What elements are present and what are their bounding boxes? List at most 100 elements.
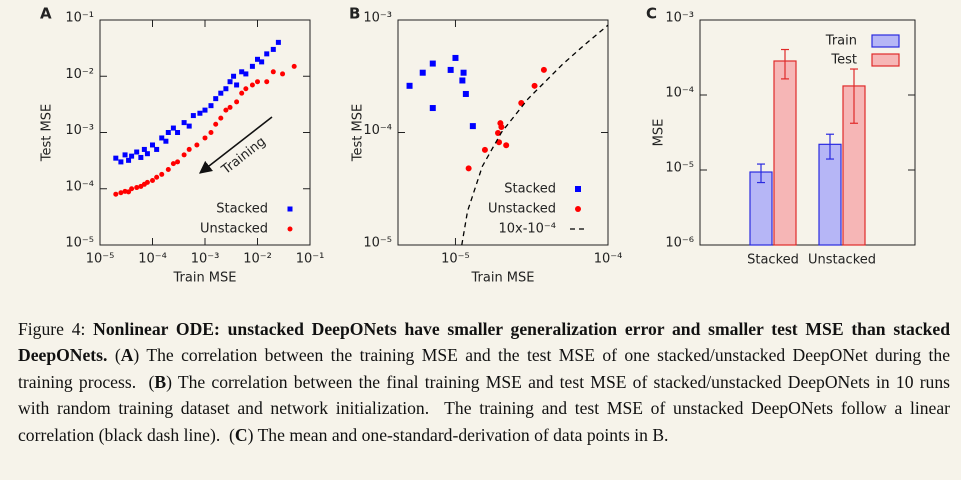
error-bar xyxy=(850,68,858,124)
point xyxy=(481,146,488,153)
panel-label: B xyxy=(349,5,360,23)
x-tick-label: 10⁻¹ xyxy=(296,252,325,267)
point xyxy=(469,123,476,130)
point xyxy=(406,82,413,89)
point xyxy=(280,71,286,77)
point xyxy=(540,66,547,73)
y-tick-label: 10⁻³ xyxy=(65,123,94,138)
point xyxy=(270,69,276,75)
point xyxy=(202,107,208,113)
point xyxy=(213,96,219,102)
point xyxy=(234,99,240,105)
x-tick-label: 10⁻⁵ xyxy=(441,252,470,267)
point xyxy=(186,146,192,152)
point xyxy=(197,110,203,116)
legend-label: Unstacked xyxy=(488,202,556,217)
point xyxy=(249,63,255,69)
point xyxy=(275,39,281,45)
point xyxy=(154,146,160,152)
y-tick-label: 10⁻⁵ xyxy=(665,161,694,176)
point xyxy=(498,123,505,130)
legend-symbol xyxy=(871,53,900,67)
point xyxy=(531,82,538,89)
point xyxy=(419,69,426,76)
x-axis-label: Train MSE xyxy=(172,271,236,286)
point xyxy=(494,129,501,136)
legend-symbol xyxy=(871,34,900,48)
point xyxy=(208,130,214,135)
point xyxy=(234,82,240,88)
point xyxy=(243,71,249,77)
caption-text: ) The mean and one-standard-derivation o… xyxy=(247,424,669,445)
panel-label: C xyxy=(646,5,657,23)
y-tick-label: 10⁻³ xyxy=(363,11,392,26)
point xyxy=(194,142,200,148)
error-bar xyxy=(757,163,765,184)
point xyxy=(243,86,249,92)
point xyxy=(447,66,454,73)
point xyxy=(255,56,260,62)
legend-label: 10x-10⁻⁴ xyxy=(498,222,556,237)
point xyxy=(163,138,169,144)
point xyxy=(129,153,135,159)
point xyxy=(113,155,119,161)
point xyxy=(181,152,187,158)
point xyxy=(175,130,181,135)
annotation: Training xyxy=(218,134,268,178)
legend-label: Stacked xyxy=(504,182,556,197)
point xyxy=(213,121,219,127)
y-axis-label: MSE xyxy=(652,119,667,147)
x-tick-label: Unstacked xyxy=(808,253,876,268)
point xyxy=(518,99,525,106)
point xyxy=(218,115,224,121)
point xyxy=(170,161,176,167)
point xyxy=(218,90,224,96)
y-tick-label: 10⁻⁶ xyxy=(665,236,694,251)
point xyxy=(496,139,503,146)
caption-text: Nonlinear ODE: unstacked DeepONets have … xyxy=(18,319,955,366)
x-tick-label: Stacked xyxy=(747,253,799,268)
point xyxy=(208,103,214,109)
x-tick-label: 10⁻⁴ xyxy=(138,252,167,267)
y-axis-label: Test MSE xyxy=(40,104,55,162)
point xyxy=(223,86,229,92)
point xyxy=(429,60,436,67)
point xyxy=(270,46,276,52)
point xyxy=(165,166,171,172)
caption-text: B xyxy=(154,371,167,392)
point xyxy=(126,157,132,163)
y-tick-label: 10⁻⁵ xyxy=(65,236,94,251)
x-tick-label: 10⁻² xyxy=(243,252,272,267)
point xyxy=(159,171,165,177)
point xyxy=(165,130,171,135)
point xyxy=(144,179,150,185)
point xyxy=(459,77,466,84)
caption-text: ) The correlation between the training M… xyxy=(18,345,955,392)
x-tick-label: 10⁻⁴ xyxy=(594,252,623,267)
point xyxy=(134,185,140,191)
training-arrow xyxy=(198,116,273,174)
point xyxy=(503,142,510,149)
y-tick-label: 10⁻⁵ xyxy=(363,236,392,251)
point xyxy=(249,82,255,88)
point xyxy=(118,190,124,196)
point xyxy=(291,63,297,69)
point xyxy=(126,189,132,195)
legend-symbol xyxy=(287,206,293,212)
point xyxy=(259,59,265,65)
point xyxy=(264,79,270,85)
point xyxy=(150,142,155,148)
legend-label: Train xyxy=(825,34,857,49)
caption-text: C xyxy=(234,424,248,445)
caption: Figure 4: Nonlinear ODE: unstacked DeepO… xyxy=(18,316,950,448)
point xyxy=(239,90,245,96)
point xyxy=(231,73,237,79)
y-tick-label: 10⁻² xyxy=(65,67,94,82)
legend-label: Unstacked xyxy=(200,222,268,237)
y-tick-label: 10⁻¹ xyxy=(65,11,94,26)
caption-text: ) The correlation between the final trai… xyxy=(18,371,955,445)
point xyxy=(150,178,155,184)
point xyxy=(227,104,233,110)
y-tick-label: 10⁻³ xyxy=(665,11,694,26)
